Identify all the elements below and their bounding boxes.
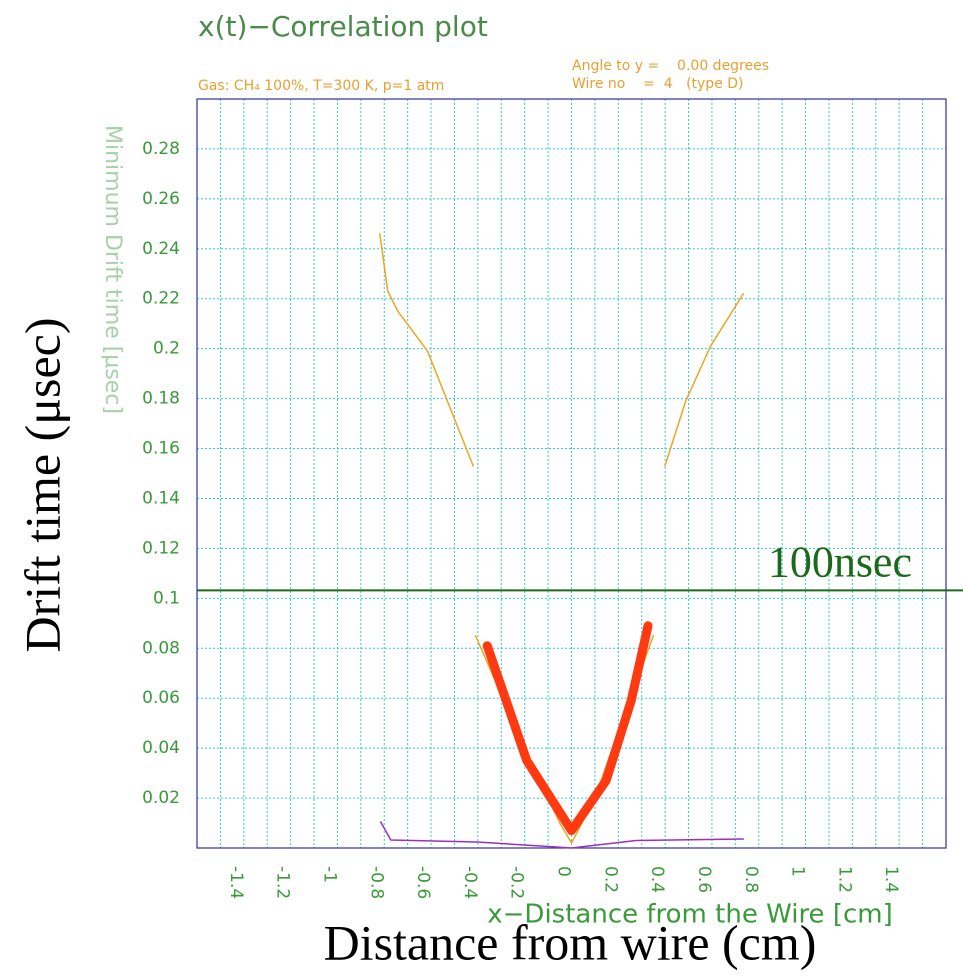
y-tick-label: 0.08 bbox=[142, 638, 180, 658]
y-tick-label: 0.04 bbox=[142, 738, 180, 758]
data-line bbox=[379, 821, 745, 849]
annotation: Angle to y = 0.00 degrees bbox=[572, 58, 769, 74]
x-axis-label: x−Distance from the Wire [cm] bbox=[487, 900, 892, 930]
y-tick-label: 0.28 bbox=[142, 139, 180, 159]
x-tick-label: -1 bbox=[319, 866, 339, 883]
x-tick-label: -0.8 bbox=[366, 866, 386, 899]
data-line bbox=[379, 233, 474, 467]
x-tick-label: 1 bbox=[788, 866, 808, 877]
x-tick-label: -0.4 bbox=[460, 866, 480, 899]
x-tick-label: -0.6 bbox=[413, 866, 433, 899]
overlay-x-label: Distance from wire (cm) bbox=[324, 914, 817, 970]
y-tick-label: 0.12 bbox=[142, 538, 180, 558]
y-tick-label: 0.14 bbox=[142, 488, 180, 508]
overlay-y-label: Drift time (μsec) bbox=[14, 317, 70, 652]
x-tick-label: 0.8 bbox=[741, 866, 761, 893]
x-tick-label: 0.6 bbox=[694, 866, 714, 893]
y-tick-label: 0.24 bbox=[142, 239, 180, 259]
y-tick-label: 0.18 bbox=[142, 389, 180, 409]
x-tick-label: -0.2 bbox=[507, 866, 527, 899]
chart-title: x(t)−Correlation plot bbox=[198, 10, 488, 43]
annotation: Wire no = 4 (type D) bbox=[572, 76, 744, 92]
y-tick-label: 0.22 bbox=[142, 289, 180, 309]
reference-label: 100nsec bbox=[768, 537, 912, 586]
x-tick-label: 0.4 bbox=[647, 866, 667, 893]
y-tick-label: 0.02 bbox=[142, 788, 180, 808]
x-tick-label: 1.2 bbox=[834, 866, 854, 893]
y-tick-label: 0.1 bbox=[153, 588, 180, 608]
data-line bbox=[664, 292, 745, 467]
x-tick-label: 0.2 bbox=[600, 866, 620, 893]
y-tick-label: 0.16 bbox=[142, 439, 180, 459]
y-tick-label: 0.2 bbox=[153, 339, 180, 359]
x-tick-label: 1.4 bbox=[881, 866, 901, 893]
x-tick-label: -1.2 bbox=[273, 866, 293, 899]
x-tick-label: 0 bbox=[554, 866, 574, 877]
y-tick-label: 0.26 bbox=[142, 189, 180, 209]
x-tick-label: -1.4 bbox=[226, 866, 246, 899]
subtitle: Gas: CH₄ 100%, T=300 K, p=1 atm bbox=[198, 78, 444, 94]
y-tick-label: 0.06 bbox=[142, 688, 180, 708]
data-line bbox=[482, 621, 653, 836]
y-axis-label: Minimum Drift time [μsec] bbox=[100, 125, 125, 414]
